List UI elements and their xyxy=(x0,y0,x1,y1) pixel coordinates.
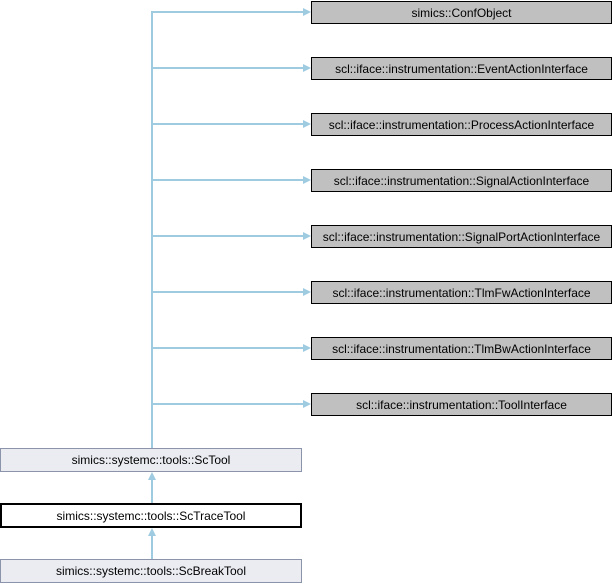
inheritance-edge-branch-eventaction xyxy=(151,67,303,69)
node-sc-tool[interactable]: simics::systemc::tools::ScTool xyxy=(0,448,302,472)
inheritance-edge-scbreaktool-sctracetool xyxy=(151,536,153,559)
node-simics-confobject: simics::ConfObject xyxy=(311,1,612,24)
node-sc-break-tool[interactable]: simics::systemc::tools::ScBreakTool xyxy=(0,559,302,583)
inheritance-edge-branch-tlmfwaction xyxy=(151,291,303,293)
inheritance-edge-trunk xyxy=(151,11,153,448)
arrowhead-up-icon xyxy=(148,472,156,480)
arrowhead-right-icon xyxy=(303,120,311,128)
arrowhead-right-icon xyxy=(303,232,311,240)
arrowhead-right-icon xyxy=(303,288,311,296)
inheritance-edge-branch-confobject xyxy=(151,11,303,13)
inheritance-edge-branch-signalportaction xyxy=(151,235,303,237)
node-signal-action-interface: scl::iface::instrumentation::SignalActio… xyxy=(311,169,612,192)
node-process-action-interface: scl::iface::instrumentation::ProcessActi… xyxy=(311,113,612,136)
arrowhead-right-icon xyxy=(303,400,311,408)
node-sc-trace-tool: simics::systemc::tools::ScTraceTool xyxy=(0,503,302,528)
arrowhead-up-icon xyxy=(148,528,156,536)
inheritance-edge-branch-toolinterface xyxy=(151,403,303,405)
arrowhead-right-icon xyxy=(303,344,311,352)
node-tlm-bw-action-interface: scl::iface::instrumentation::TlmBwAction… xyxy=(311,337,612,360)
arrowhead-right-icon xyxy=(303,8,311,16)
node-event-action-interface: scl::iface::instrumentation::EventAction… xyxy=(311,57,612,80)
inheritance-edge-branch-signalaction xyxy=(151,179,303,181)
inheritance-edge-sctracetool-sctool xyxy=(151,480,153,503)
node-signal-port-action-interface: scl::iface::instrumentation::SignalPortA… xyxy=(311,225,612,248)
inheritance-edge-branch-tlmbwaction xyxy=(151,347,303,349)
node-tool-interface: scl::iface::instrumentation::ToolInterfa… xyxy=(311,393,612,416)
arrowhead-right-icon xyxy=(303,64,311,72)
node-tlm-fw-action-interface: scl::iface::instrumentation::TlmFwAction… xyxy=(311,281,612,304)
arrowhead-right-icon xyxy=(303,176,311,184)
inheritance-edge-branch-processaction xyxy=(151,123,303,125)
